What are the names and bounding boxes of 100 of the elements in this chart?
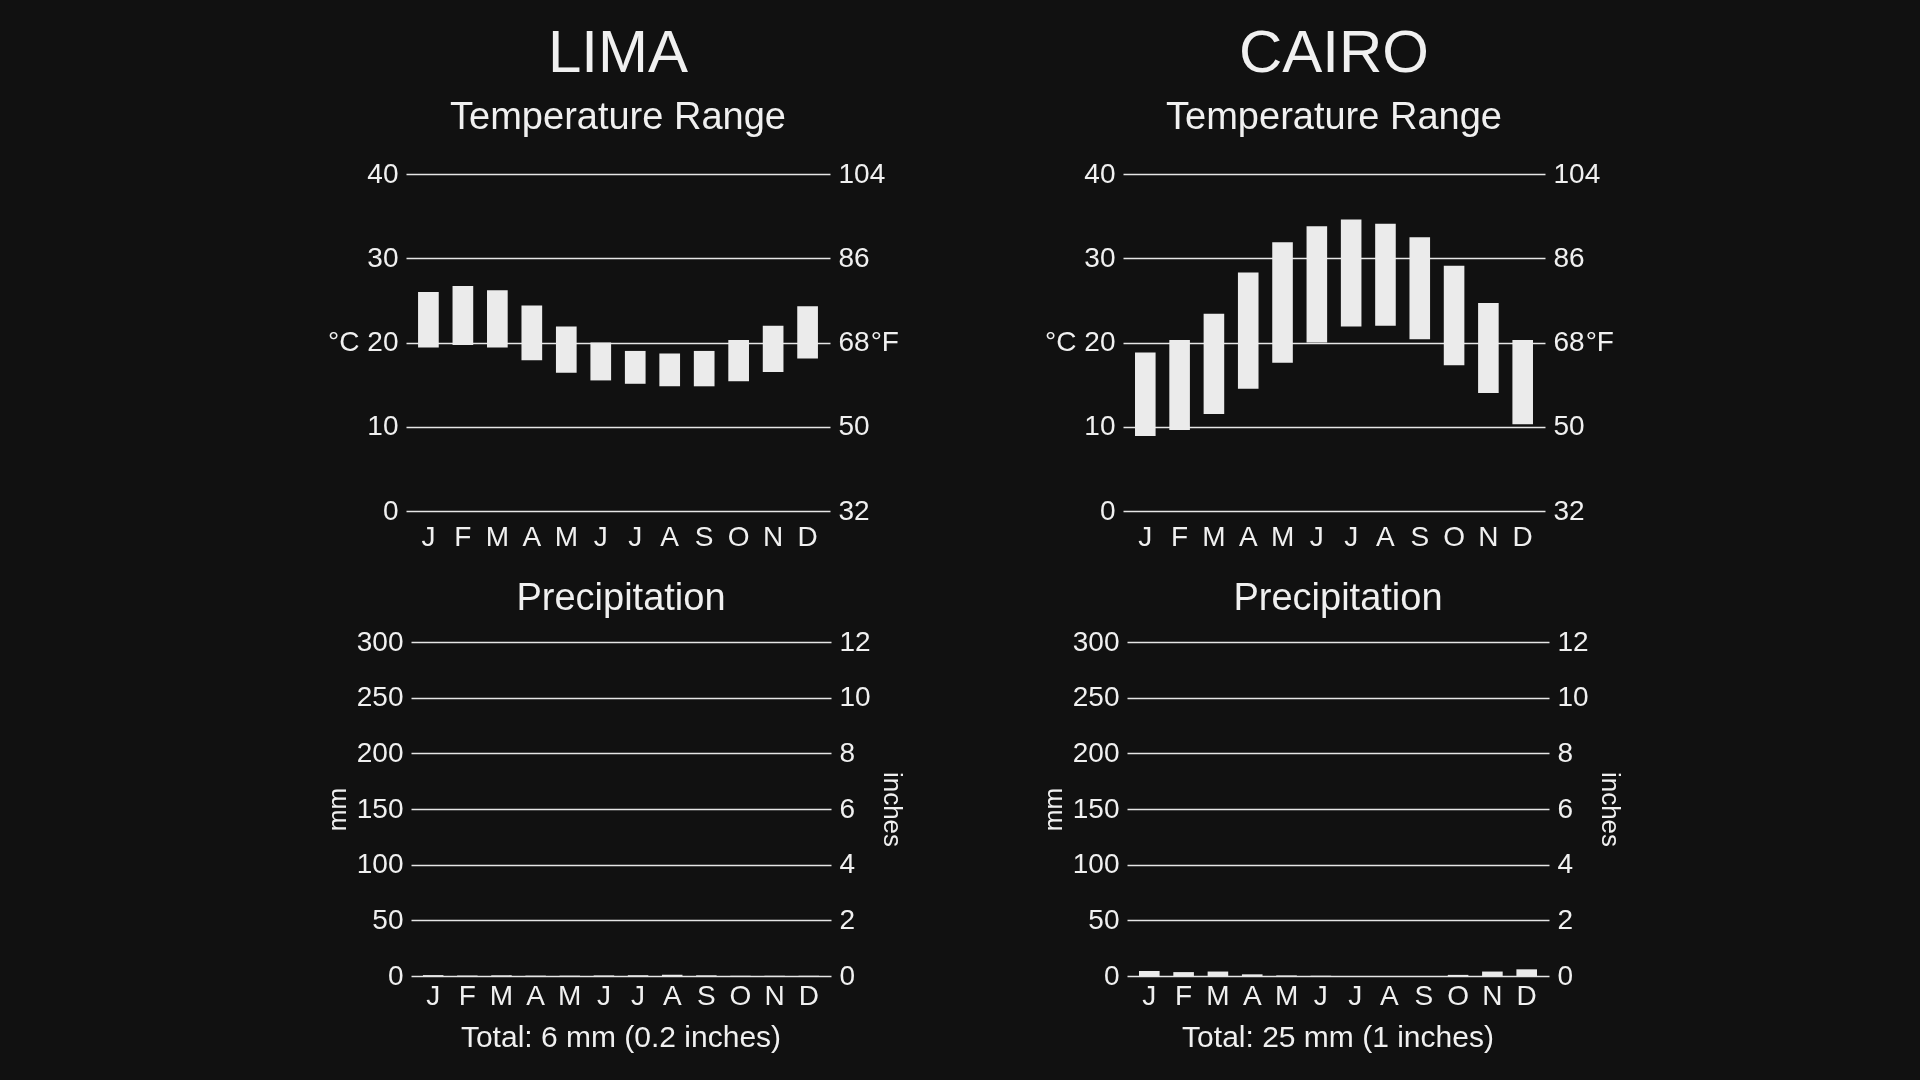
text: Total: 25 mm (1 inches): [1182, 1020, 1494, 1053]
y2-tick-label: 12: [839, 625, 871, 657]
y2-tick-label: 32: [838, 494, 870, 526]
y2-tick-label: 68: [838, 326, 870, 357]
y2-tick-label: 12: [1557, 625, 1589, 657]
y2-axis-title: inches: [1595, 771, 1626, 848]
bar: [693, 350, 715, 387]
y-tick-label: 100: [1072, 848, 1120, 880]
y2-tick-label: 10: [1557, 681, 1589, 713]
x-tick-label: J: [596, 979, 611, 1011]
x-tick-label: D: [1512, 520, 1533, 552]
x-tick-label: J: [1348, 979, 1363, 1011]
x-tick-label: M: [1270, 520, 1295, 552]
x-tick-label: A: [1242, 979, 1262, 1011]
y-tick-label: 0: [1103, 959, 1120, 991]
y2-axis-title: °F: [1585, 326, 1614, 357]
y2-tick-label: 50: [1553, 410, 1585, 442]
y-axis-title: °C: [1044, 326, 1077, 357]
y2-axis-title: inches: [877, 771, 908, 848]
x-tick-label: F: [1175, 979, 1193, 1011]
chart-subtitle: Temperature Range: [450, 95, 786, 137]
x-tick-label: M: [1206, 979, 1230, 1011]
chart-subtitle: Temperature Range: [1166, 95, 1502, 137]
x-tick-label: M: [489, 979, 514, 1011]
y2-tick-label: 8: [1557, 736, 1574, 768]
chart-title: CAIRO: [1238, 18, 1430, 85]
y2-tick-label: 86: [1553, 241, 1585, 273]
y2-tick-label: 4: [839, 848, 856, 880]
y-tick-label: 250: [356, 681, 404, 713]
y-axis-title: mm: [321, 787, 352, 832]
x-tick-label: M: [1202, 520, 1226, 552]
y-tick-label: 0: [382, 494, 399, 526]
x-tick-label: A: [522, 520, 542, 552]
chart-title: Precipitation: [516, 576, 726, 618]
x-tick-label: M: [1274, 979, 1299, 1011]
x-tick-label: A: [660, 520, 680, 552]
y-tick-label: 200: [1072, 736, 1120, 768]
x-tick-label: A: [662, 979, 682, 1011]
y-tick-label: 150: [1072, 792, 1120, 824]
y-tick-label: 300: [1072, 625, 1120, 657]
y2-tick-label: 4: [1557, 848, 1574, 880]
y2-tick-label: 10: [839, 681, 871, 713]
y-tick-label: 20: [367, 326, 399, 357]
x-tick-label: D: [797, 520, 818, 552]
x-tick-label: J: [421, 520, 436, 552]
x-tick-label: S: [697, 979, 716, 1011]
y2-axis-title: °F: [870, 326, 899, 357]
y-tick-label: 50: [372, 903, 404, 935]
y2-tick-label: 86: [838, 241, 870, 273]
x-tick-label: F: [1171, 520, 1189, 552]
y-tick-label: 200: [356, 736, 404, 768]
x-tick-label: A: [1380, 979, 1400, 1011]
y-tick-label: 50: [1088, 903, 1120, 935]
y2-tick-label: 0: [1557, 959, 1574, 991]
x-tick-label: O: [1447, 979, 1469, 1011]
y2-tick-label: 32: [1553, 494, 1585, 526]
y-tick-label: 10: [1084, 410, 1116, 442]
y2-tick-label: 6: [839, 792, 856, 824]
x-tick-label: O: [727, 520, 750, 552]
x-tick-label: O: [729, 979, 752, 1011]
y-tick-label: 150: [356, 792, 404, 824]
x-tick-label: J: [1344, 520, 1359, 552]
x-tick-label: S: [694, 520, 714, 552]
x-tick-label: N: [1478, 520, 1499, 552]
x-tick-label: N: [764, 979, 785, 1011]
x-tick-label: M: [558, 979, 582, 1011]
x-tick-label: J: [628, 520, 643, 552]
y-tick-label: 0: [387, 959, 404, 991]
x-tick-label: D: [798, 979, 819, 1011]
x-tick-label: S: [1414, 979, 1434, 1011]
bar: [659, 353, 681, 387]
x-tick-label: J: [1313, 979, 1328, 1011]
text: Total: 6 mm (0.2 inches): [460, 1020, 782, 1053]
y-tick-label: 30: [1084, 241, 1116, 273]
x-tick-label: J: [1142, 979, 1157, 1011]
x-tick-label: F: [454, 520, 472, 552]
x-tick-label: D: [1516, 979, 1537, 1011]
x-tick-label: S: [1410, 520, 1430, 552]
x-tick-label: O: [1443, 520, 1465, 552]
y-tick-label: 0: [1099, 494, 1116, 526]
chart-title: Precipitation: [1233, 576, 1443, 618]
x-tick-label: J: [1138, 520, 1153, 552]
x-tick-label: N: [1482, 979, 1503, 1011]
x-tick-label: M: [485, 520, 510, 552]
y-axis-title: mm: [1037, 787, 1068, 832]
bar: [624, 350, 646, 384]
y-tick-label: 40: [367, 157, 399, 189]
y-tick-label: 100: [356, 848, 404, 880]
x-tick-label: A: [1376, 520, 1396, 552]
x-tick-label: A: [526, 979, 546, 1011]
y2-tick-label: 50: [838, 410, 870, 442]
y2-tick-label: 104: [838, 157, 886, 189]
y-tick-label: 10: [367, 410, 399, 442]
y-tick-label: 300: [356, 625, 404, 657]
y2-tick-label: 68: [1553, 326, 1585, 357]
y2-tick-label: 0: [839, 959, 856, 991]
y2-tick-label: 2: [1557, 903, 1574, 935]
y2-tick-label: 8: [839, 736, 856, 768]
y-axis-title: °C: [327, 326, 360, 357]
x-tick-label: F: [458, 979, 476, 1011]
